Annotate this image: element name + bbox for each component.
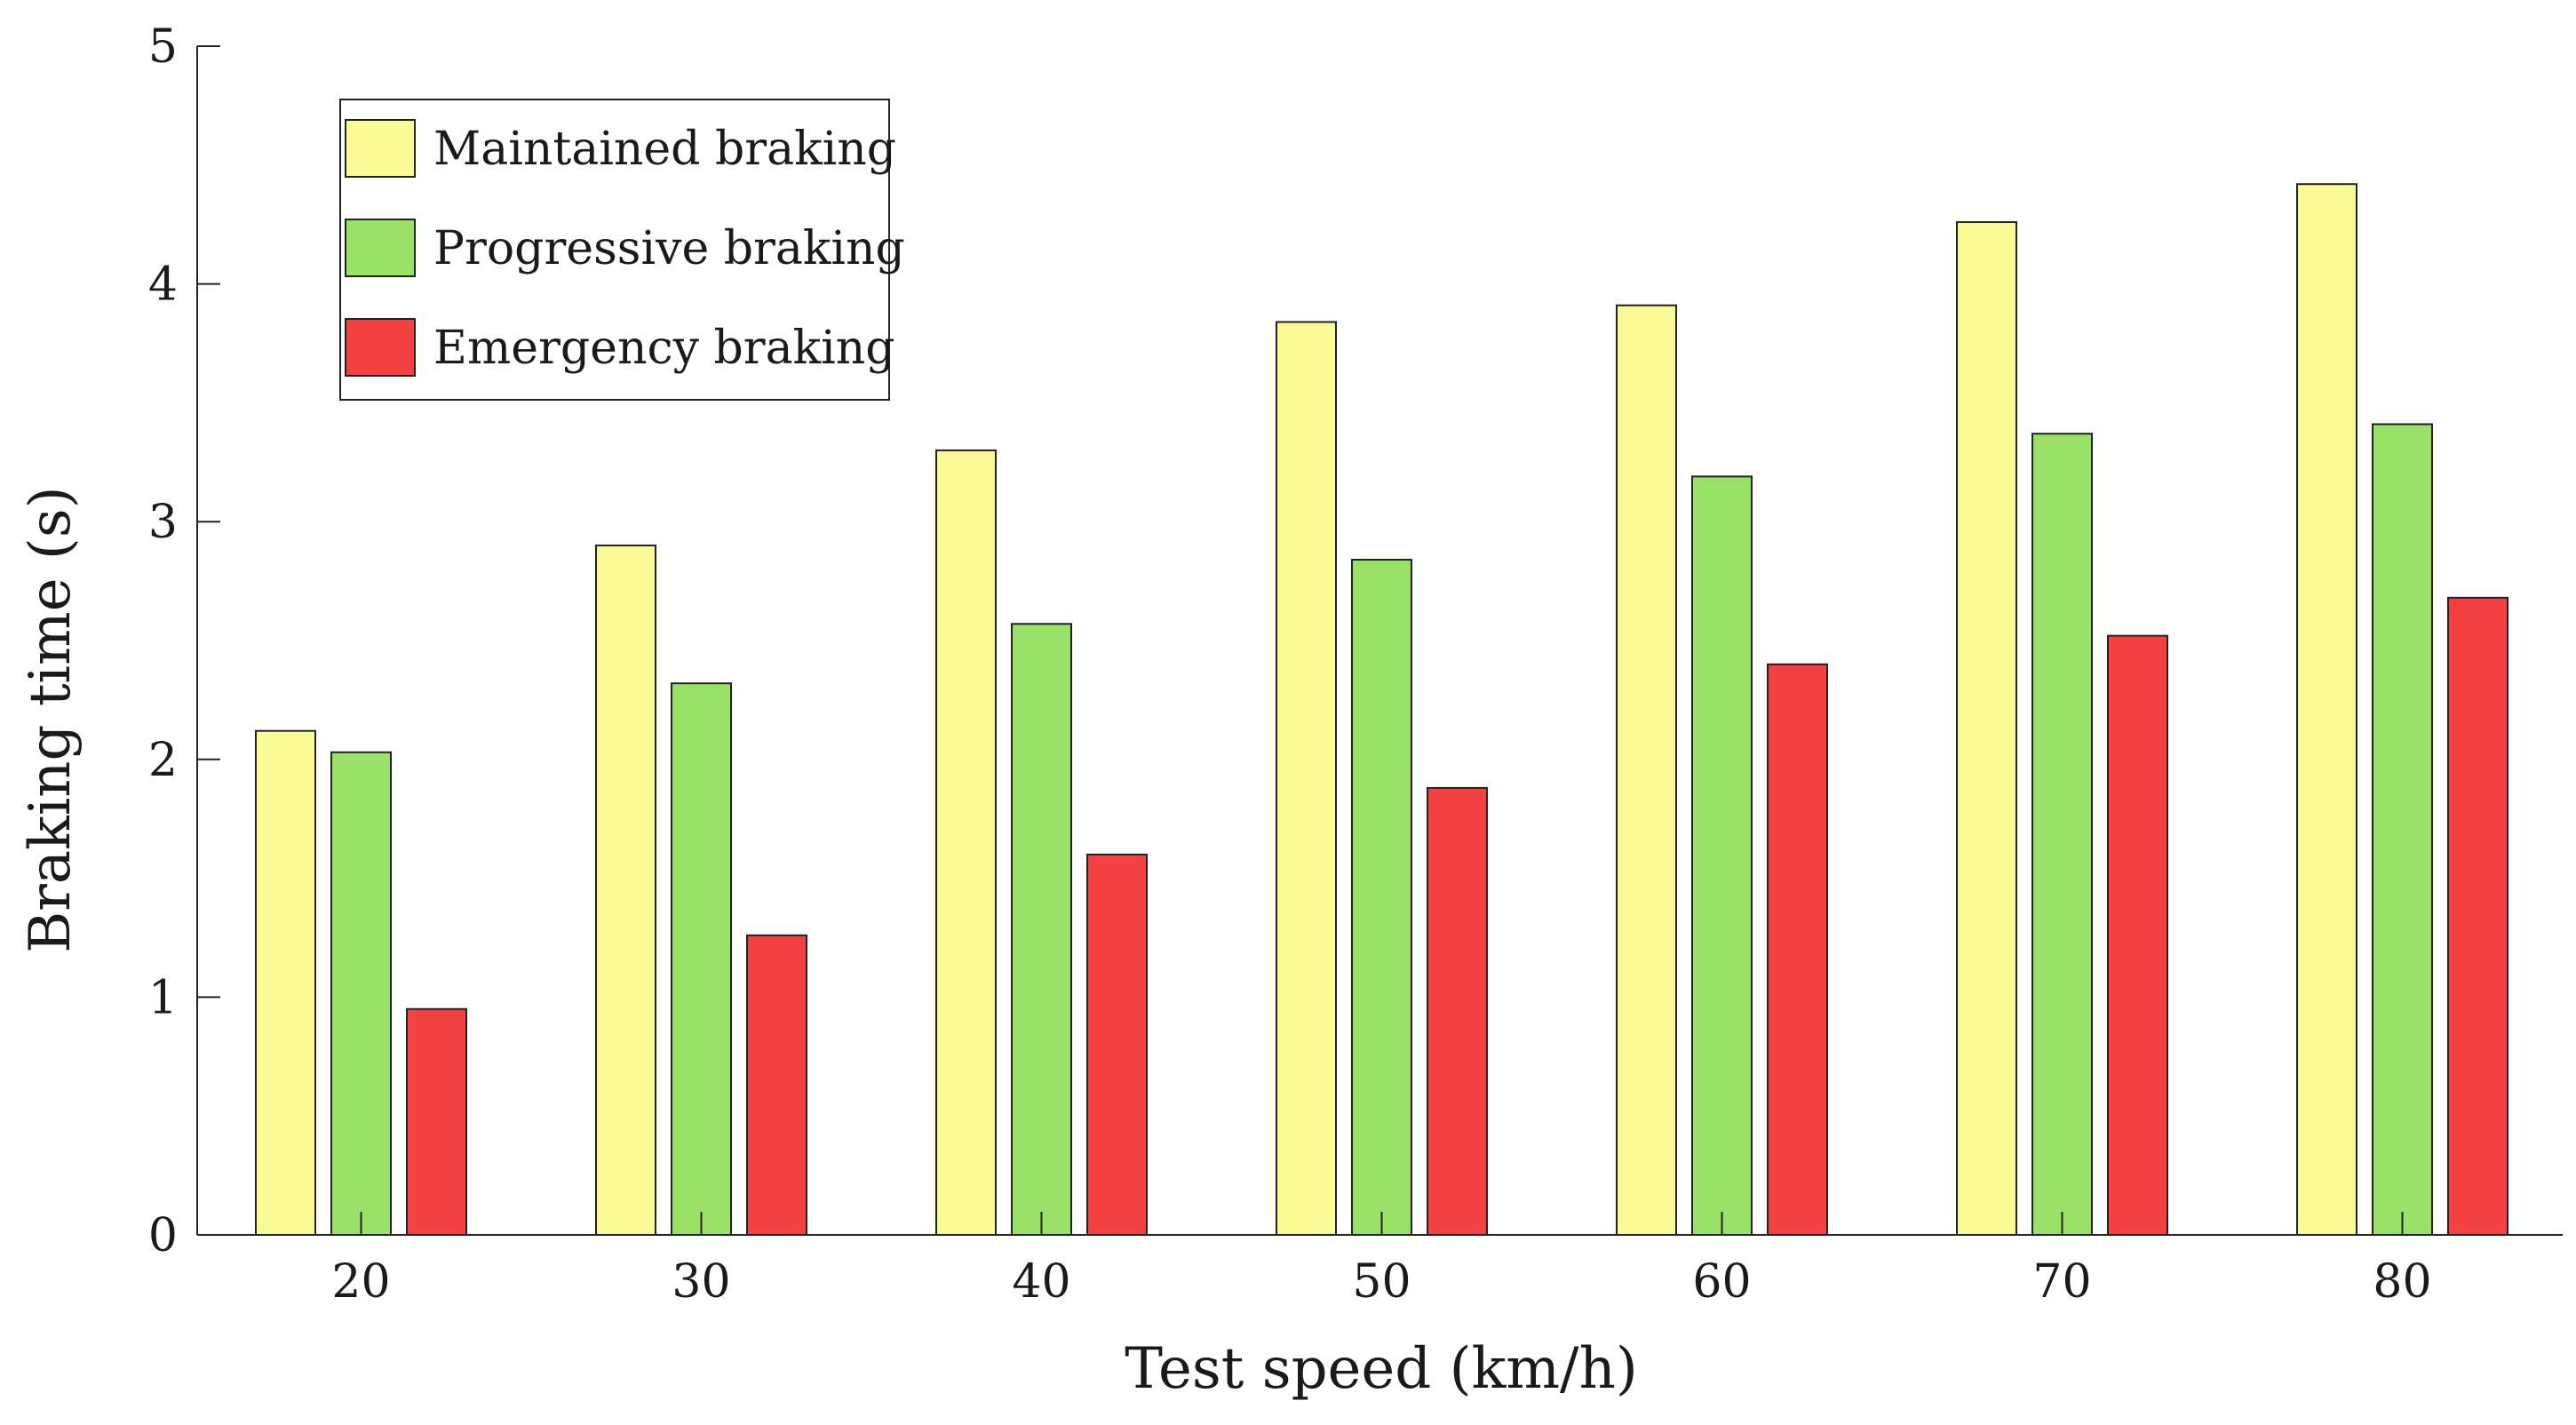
bar-maintained-braking-20: [255, 729, 316, 1236]
x-tick-label: 60: [1692, 1255, 1751, 1309]
y-tick-label: 3: [148, 496, 178, 549]
legend-box: [339, 99, 890, 401]
bar-progressive-braking-30: [671, 682, 732, 1236]
bar-maintained-braking-50: [1276, 321, 1337, 1236]
y-ticks: 0 1 2 3 4 5: [148, 20, 220, 1262]
legend-swatch-emergency-braking: [345, 318, 416, 377]
y-tick-label: 2: [148, 734, 178, 787]
x-axis-title: Test speed (km/h): [1125, 1336, 1638, 1402]
x-tick-label: 50: [1352, 1255, 1411, 1309]
bar-progressive-braking-60: [1691, 475, 1753, 1236]
x-tick-label: 70: [2032, 1255, 2091, 1309]
bar-progressive-braking-20: [330, 751, 392, 1236]
bar-emergency-braking-30: [746, 934, 807, 1236]
legend-swatch-progressive-braking: [345, 219, 416, 277]
bar-progressive-braking-70: [2031, 433, 2093, 1236]
bar-maintained-braking-30: [595, 544, 656, 1236]
y-tick-label: 5: [148, 20, 178, 74]
x-tick-label: 40: [1012, 1255, 1070, 1309]
bar-emergency-braking-40: [1086, 853, 1148, 1237]
y-tick-label: 1: [148, 971, 178, 1024]
bar-emergency-braking-50: [1427, 786, 1488, 1236]
legend-label: Emergency braking: [433, 322, 895, 375]
x-tick-label: 80: [2373, 1255, 2431, 1309]
y-axis-title: Braking time (s): [18, 486, 83, 952]
bar-maintained-braking-80: [2296, 183, 2357, 1236]
legend-label: Maintained braking: [433, 123, 896, 176]
bars-layer: [255, 183, 2508, 1237]
x-ticks: 20 30 40 50 60 70 80: [331, 1212, 2432, 1309]
y-tick-label: 0: [148, 1209, 178, 1262]
x-tick-label: 30: [672, 1255, 730, 1309]
bar-emergency-braking-80: [2447, 596, 2508, 1236]
axes-layer: [196, 46, 2563, 1236]
bar-emergency-braking-20: [406, 1007, 467, 1237]
legend-swatch-maintained-braking: [345, 119, 416, 178]
x-tick-label: 20: [331, 1255, 390, 1309]
y-tick-label: 4: [148, 259, 178, 312]
legend-items: Maintained braking Progressive braking Eme…: [345, 119, 905, 377]
bar-progressive-braking-40: [1011, 623, 1072, 1236]
bar-emergency-braking-70: [2107, 634, 2168, 1236]
bar-maintained-braking-40: [935, 449, 997, 1237]
legend-label: Progressive braking: [433, 222, 905, 275]
bar-maintained-braking-60: [1616, 304, 1677, 1237]
bar-progressive-braking-80: [2372, 423, 2433, 1236]
legend: Maintained braking Progressive braking Eme…: [339, 99, 905, 401]
bar-emergency-braking-60: [1767, 663, 1828, 1236]
bar-progressive-braking-50: [1351, 559, 1412, 1236]
bar-maintained-braking-70: [1956, 221, 2017, 1236]
